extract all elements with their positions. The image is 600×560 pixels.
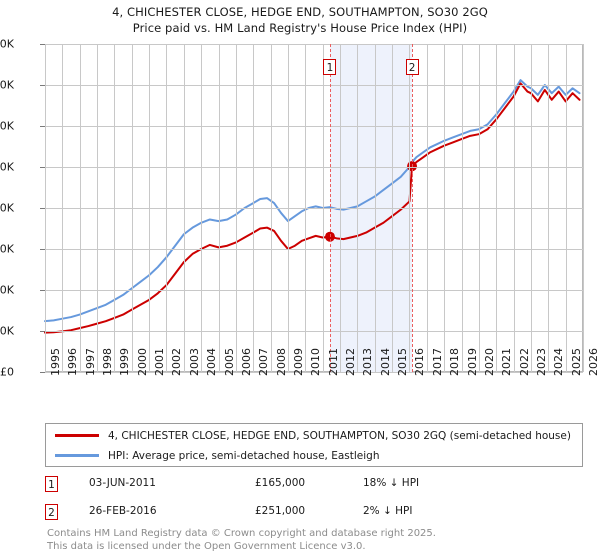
- x-axis-tick-label: 2007: [257, 348, 271, 376]
- legend-item-hpi: HPI: Average price, semi-detached house,…: [46, 445, 582, 466]
- footer-line1: Contains HM Land Registry data © Crown c…: [47, 528, 436, 539]
- chart-title-line2: Price paid vs. HM Land Registry's House …: [132, 21, 468, 35]
- chart-legend: 4, CHICHESTER CLOSE, HEDGE END, SOUTHAMP…: [45, 423, 583, 467]
- x-axis-tick-label: 1997: [83, 348, 97, 376]
- gridline-horizontal: [45, 208, 583, 209]
- x-axis-tick-label: 2026: [587, 348, 600, 376]
- gridline-horizontal: [45, 290, 583, 291]
- y-axis-tick-label: £400K: [0, 37, 14, 51]
- legend-swatch-hpi: [55, 454, 99, 457]
- chart-title: 4, CHICHESTER CLOSE, HEDGE END, SOUTHAMP…: [0, 4, 600, 36]
- x-axis-tick-label: 2021: [500, 348, 514, 376]
- y-axis-tick-label: £100K: [0, 283, 14, 297]
- x-axis-tick-label: 2014: [378, 348, 392, 376]
- y-axis-tick-label: £150K: [0, 242, 14, 256]
- x-axis-tick-label: 2001: [153, 348, 167, 376]
- transaction-date-1: 03-JUN-2011: [89, 477, 156, 489]
- x-axis-tick-label: 2010: [309, 348, 323, 376]
- transaction-date-2: 26-FEB-2016: [89, 505, 157, 517]
- x-axis-tick-label: 2018: [448, 348, 462, 376]
- chart-title-line1: 4, CHICHESTER CLOSE, HEDGE END, SOUTHAMP…: [112, 5, 488, 19]
- x-axis-tick-label: 2006: [239, 348, 253, 376]
- x-axis-tick-label: 2020: [482, 348, 496, 376]
- x-axis-tick-label: 2000: [135, 348, 149, 376]
- transaction-hpi-delta-2: 2% ↓ HPI: [363, 505, 413, 517]
- y-axis-tick-label: £200K: [0, 201, 14, 215]
- transaction-row-1: 1 03-JUN-2011 £165,000 18% ↓ HPI: [45, 474, 583, 496]
- gridline-horizontal: [45, 85, 583, 86]
- x-axis-tick-label: 2008: [274, 348, 288, 376]
- x-axis-tick-label: 1998: [101, 348, 115, 376]
- transaction-hpi-delta-1: 18% ↓ HPI: [363, 477, 420, 489]
- x-axis-tick-label: 2005: [222, 348, 236, 376]
- x-axis-tick-label: 1995: [49, 348, 62, 376]
- x-axis-tick-label: 2025: [569, 348, 583, 376]
- transaction-row-2: 2 26-FEB-2016 £251,000 2% ↓ HPI: [45, 502, 583, 524]
- transaction-price-2: £251,000: [255, 505, 306, 517]
- transaction-index-1: 1: [45, 476, 58, 492]
- x-axis-tick-label: 2003: [187, 348, 201, 376]
- x-axis-tick-label: 2004: [205, 348, 219, 376]
- x-axis-tick-label: 2009: [291, 348, 305, 376]
- gridline-horizontal: [45, 126, 583, 127]
- transaction-marker-line-2: [412, 44, 414, 372]
- plot-marker-box-2[interactable]: 2: [405, 59, 419, 75]
- plot-marker-box-1[interactable]: 1: [323, 59, 337, 75]
- legend-item-property: 4, CHICHESTER CLOSE, HEDGE END, SOUTHAMP…: [46, 425, 582, 446]
- transaction-index-2: 2: [45, 504, 58, 520]
- y-axis-tick-label: £350K: [0, 78, 14, 92]
- gridline-horizontal: [45, 44, 583, 45]
- y-axis-tick-label: £250K: [0, 160, 14, 174]
- y-axis-tick-label: £50K: [0, 324, 14, 338]
- y-axis-tick-label: £0: [0, 365, 14, 379]
- x-axis-tick-label: 1999: [118, 348, 132, 376]
- legend-label-property: 4, CHICHESTER CLOSE, HEDGE END, SOUTHAMP…: [108, 429, 571, 442]
- gridline-vertical: [583, 44, 584, 372]
- footer-attribution: Contains HM Land Registry data © Crown c…: [47, 528, 587, 553]
- gridline-horizontal: [45, 372, 583, 373]
- transaction-marker-line-1: [329, 44, 331, 372]
- x-axis-tick-label: 2013: [361, 348, 375, 376]
- x-axis-tick-label: 2019: [465, 348, 479, 376]
- x-axis-tick-label: 1996: [66, 348, 80, 376]
- x-axis-tick-label: 2002: [170, 348, 184, 376]
- gridline-horizontal: [45, 331, 583, 332]
- x-axis-tick-label: 2022: [517, 348, 531, 376]
- transaction-price-1: £165,000: [255, 477, 306, 489]
- x-axis-tick-label: 2024: [552, 348, 566, 376]
- legend-swatch-property: [55, 434, 99, 437]
- gridline-horizontal: [45, 249, 583, 250]
- x-axis-tick-label: 2011: [326, 348, 340, 376]
- legend-label-hpi: HPI: Average price, semi-detached house,…: [108, 449, 380, 462]
- footer-line2: This data is licensed under the Open Gov…: [47, 540, 366, 552]
- gridline-horizontal: [45, 167, 583, 168]
- x-axis-tick-label: 2017: [430, 348, 444, 376]
- line-hpi-average: [44, 79, 581, 323]
- y-axis-tick-label: £300K: [0, 119, 14, 133]
- x-axis-tick-label: 2023: [534, 348, 548, 376]
- x-axis-tick-label: 2012: [344, 348, 358, 376]
- x-axis-tick-label: 2015: [396, 348, 410, 376]
- x-axis-tick-label: 2016: [413, 348, 427, 376]
